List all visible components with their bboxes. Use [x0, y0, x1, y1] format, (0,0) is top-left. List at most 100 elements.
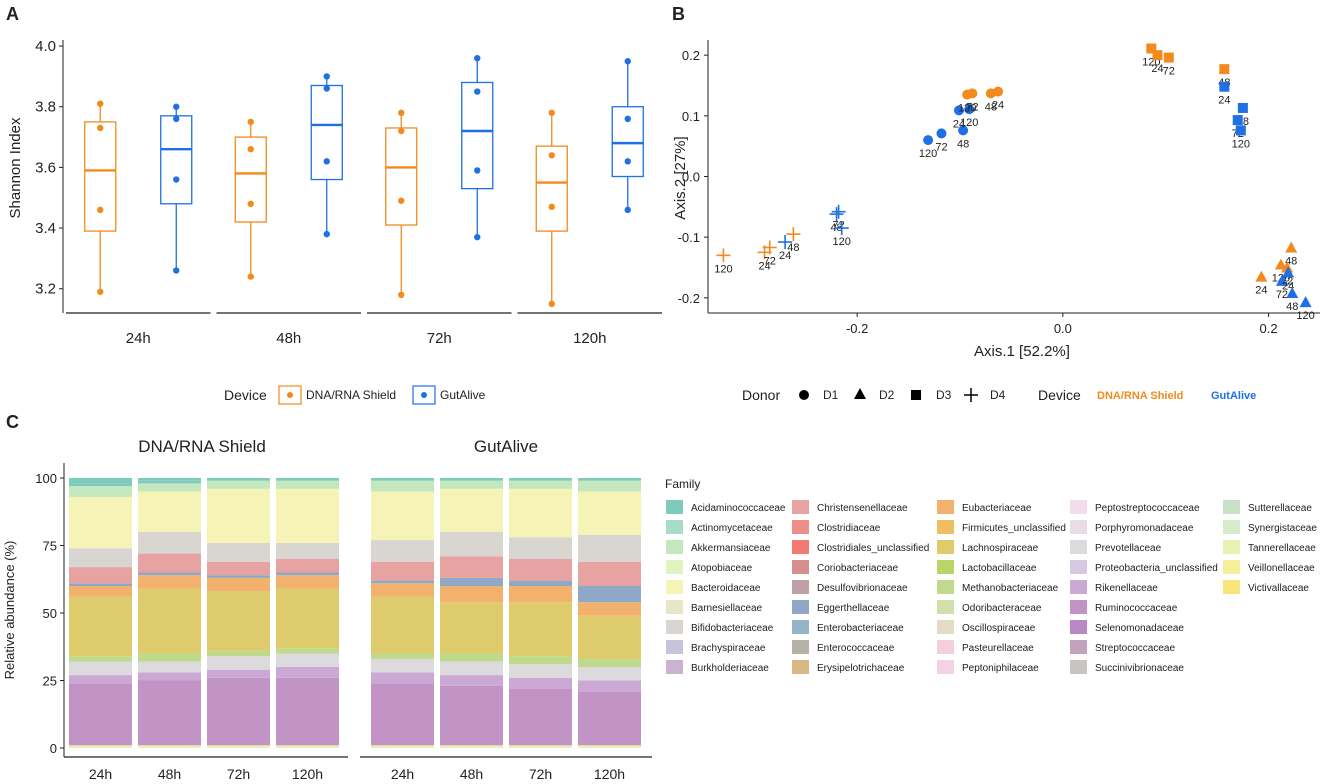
- family-label: Bacteroidaceae: [691, 583, 761, 594]
- bar-segment: [371, 480, 434, 492]
- data-point: [247, 200, 254, 207]
- data-point: [398, 127, 405, 135]
- family-label: Lactobacillaceae: [962, 563, 1037, 574]
- bar-segment: [509, 745, 572, 748]
- point-label: 72: [1163, 66, 1175, 78]
- data-point: [247, 118, 254, 126]
- bar-segment: [509, 688, 572, 746]
- data-point: [173, 267, 180, 274]
- bar-segment: [509, 478, 572, 481]
- family-swatch: [1070, 500, 1087, 514]
- point-d3: [1235, 125, 1246, 136]
- family-label: Christensenellaceae: [817, 503, 908, 514]
- bar-segment: [578, 491, 641, 535]
- point-d2: [1275, 274, 1288, 286]
- panel-b-xlabel: Axis.1 [52.2%]: [974, 343, 1070, 360]
- bar-segment: [207, 478, 270, 481]
- point-d3: [1237, 102, 1248, 113]
- bar-segment: [371, 653, 434, 659]
- point-d1: [993, 86, 1004, 97]
- point-d2: [1282, 266, 1295, 278]
- family-label: Barnesiellaceae: [691, 603, 763, 614]
- point-label: 48: [1286, 301, 1298, 313]
- panel-c: Relative abundance (%) DNA/RNA Shield Gu…: [2, 437, 1317, 782]
- family-label: Odoribacteraceae: [962, 603, 1042, 614]
- bar-segment: [207, 480, 270, 489]
- bar-segment: [69, 496, 132, 549]
- data-point: [323, 230, 330, 238]
- bar-segment: [440, 661, 503, 676]
- bar-segment: [207, 656, 270, 670]
- data-point: [624, 158, 631, 165]
- data-point: [624, 206, 631, 214]
- family-label: Streptococcaceae: [1095, 643, 1175, 654]
- point-d4: [831, 204, 846, 219]
- bar-segment: [578, 478, 641, 481]
- family-label: Peptostreptococcaceae: [1095, 503, 1200, 514]
- bar-segment: [509, 677, 572, 689]
- bar-segment: [578, 586, 641, 603]
- panel-a-ytick-label: 3.6: [35, 159, 56, 176]
- panel-a-ytick-label: 3.8: [35, 99, 56, 116]
- data-point: [474, 233, 481, 241]
- point-d4: [829, 207, 844, 222]
- bar-segment: [509, 602, 572, 657]
- bar-segment: [138, 483, 201, 492]
- family-label: Bifidobacteriaceae: [691, 623, 774, 634]
- family-swatch: [792, 600, 809, 614]
- bar-segment: [509, 656, 572, 665]
- bar-segment: [371, 478, 434, 481]
- bar-segment: [440, 586, 503, 603]
- bar-segment: [371, 583, 434, 597]
- panel-b-ylabel: Axis.2 [27%]: [672, 136, 689, 219]
- point-label: 72: [1276, 289, 1288, 301]
- bar-segment: [371, 596, 434, 654]
- data-point: [97, 288, 104, 295]
- panel-c-xtick-label: 24h: [89, 766, 112, 782]
- bar-segment: [276, 677, 339, 746]
- bar-segment: [578, 680, 641, 692]
- family-swatch: [1070, 520, 1087, 534]
- bar-segment: [578, 745, 641, 748]
- point-label: 24: [1218, 95, 1230, 107]
- bar-segment: [276, 480, 339, 489]
- panel-b-donor-legend-title: Donor: [742, 387, 780, 403]
- panel-b: Axis.1 [52.2%] Axis.2 [27%] -0.2 0.0 0.2 -0…: [672, 40, 1320, 403]
- point-d4: [762, 240, 777, 255]
- legend-gutalive-dot: [421, 392, 427, 398]
- family-label: Tannerellaceae: [1248, 543, 1316, 554]
- family-swatch: [792, 540, 809, 554]
- bar-segment: [578, 667, 641, 681]
- panel-a-ytick-label: 3.2: [35, 281, 56, 298]
- bar-segment: [440, 556, 503, 578]
- bar-segment: [207, 650, 270, 657]
- point-label: 120: [1232, 138, 1250, 150]
- legend-shield-dot: [287, 392, 293, 398]
- panel-b-ytick-label: -0.1: [678, 230, 700, 245]
- data-point: [548, 109, 555, 117]
- bar-segment: [440, 577, 503, 586]
- family-label: Veillonellaceae: [1248, 563, 1315, 574]
- bar-segment: [207, 542, 270, 562]
- family-label: Prevotellaceae: [1095, 543, 1162, 554]
- bar-segment: [276, 653, 339, 667]
- strip-gutalive: GutAlive: [474, 437, 538, 456]
- box-iqr: [385, 127, 418, 226]
- panel-c-ytick-label: 25: [43, 674, 57, 689]
- family-swatch: [1070, 560, 1087, 574]
- bar-segment: [371, 658, 434, 673]
- data-point: [398, 197, 405, 204]
- point-d4: [716, 248, 731, 263]
- bar-segment: [138, 653, 201, 662]
- panel-a-xtick-label: 24h: [126, 330, 151, 347]
- legend-shield: DNA/RNA Shield: [278, 385, 396, 405]
- family-label: Synergistaceae: [1248, 523, 1317, 534]
- family-label: Succinivibrionaceae: [1095, 663, 1184, 674]
- point-d3: [1219, 81, 1230, 92]
- data-point: [548, 203, 555, 211]
- point-d1: [953, 105, 964, 116]
- bar-segment: [207, 575, 270, 578]
- family-swatch: [666, 640, 683, 654]
- bar-segment: [69, 548, 132, 568]
- family-swatch: [937, 520, 954, 534]
